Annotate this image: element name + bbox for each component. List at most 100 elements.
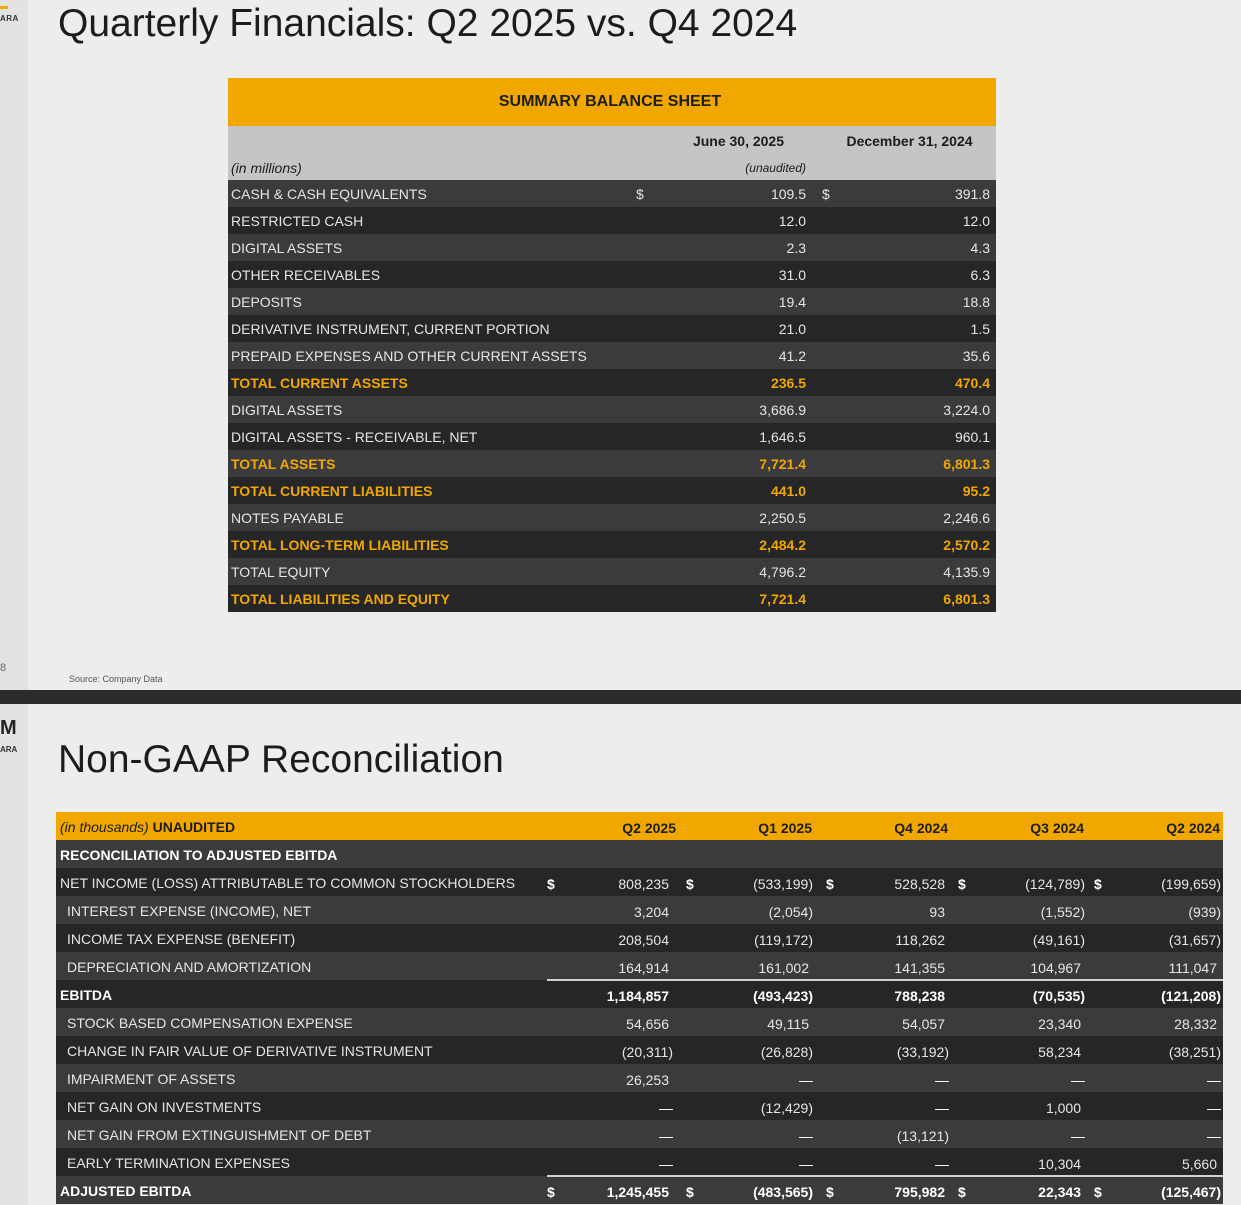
value-cell: — (659, 1100, 673, 1116)
value-cell: — (1207, 1100, 1221, 1116)
company-logo: M ARA (0, 718, 28, 754)
value-cell: — (799, 1156, 813, 1172)
row-label: CASH & CASH EQUIVALENTS (231, 186, 427, 202)
currency-symbol: $ (958, 1184, 966, 1200)
value-cell: 23,340 (1038, 1016, 1081, 1032)
balance-sheet-row: RESTRICTED CASH 12.0 12.0 (228, 207, 996, 234)
value-december-2024: 470.4 (954, 375, 990, 391)
column-header-q4-2024: Q4 2024 (894, 820, 948, 836)
reconciliation-row: EBITDA 1,184,857 (493,423) 788,238 (70,535) (… (56, 980, 1223, 1008)
row-label: PREPAID EXPENSES AND OTHER CURRENT ASSET… (231, 348, 587, 364)
balance-sheet-title: SUMMARY BALANCE SHEET (498, 93, 722, 110)
value-cell: (483,565) (753, 1184, 813, 1200)
value-december-2024: 2,246.6 (943, 510, 990, 526)
value-cell: (119,172) (754, 932, 813, 948)
value-cell: — (799, 1128, 813, 1144)
value-june-2025: 109.5 (770, 186, 806, 202)
value-cell: 528,528 (894, 876, 945, 892)
value-cell: — (1071, 1128, 1085, 1144)
logo-mark: M (0, 717, 17, 739)
units-label: (in millions) (231, 160, 302, 176)
row-label: EBITDA (60, 987, 113, 1003)
row-label: NET GAIN ON INVESTMENTS (67, 1099, 262, 1115)
row-label: NET GAIN FROM EXTINGUISHMENT OF DEBT (67, 1127, 372, 1143)
value-cell: 111,047 (1168, 960, 1217, 976)
value-cell: 788,238 (894, 988, 945, 1004)
balance-sheet-header: SUMMARY BALANCE SHEET (228, 78, 996, 126)
value-cell: 1,245,455 (606, 1184, 669, 1200)
reconciliation-row: STOCK BASED COMPENSATION EXPENSE 54,656 49… (56, 1008, 1223, 1036)
value-cell: (121,208) (1161, 988, 1221, 1004)
slide-quarterly-financials: ARA Quarterly Financials: Q2 2025 vs. Q4… (0, 0, 996, 690)
value-cell: 58,234 (1038, 1044, 1081, 1060)
reconciliation-row: EARLY TERMINATION EXPENSES — — — 10,304 5,660 (56, 1148, 1223, 1176)
value-cell: — (1207, 1128, 1221, 1144)
column-header-q1-2025: Q1 2025 (758, 820, 812, 836)
reconciliation-rows: NET INCOME (LOSS) ATTRIBUTABLE TO COMMON… (56, 868, 1223, 1204)
currency-symbol: $ (686, 1184, 694, 1200)
row-label: DIGITAL ASSETS (231, 402, 343, 418)
row-label: TOTAL LIABILITIES AND EQUITY (231, 591, 450, 607)
subtotal-rule (547, 979, 1223, 981)
page-title: Non-GAAP Reconciliation (58, 738, 504, 781)
units-text: (in thousands) (60, 819, 149, 835)
value-cell: 5,660 (1181, 1156, 1217, 1172)
value-cell: — (659, 1156, 673, 1172)
value-cell: 54,656 (626, 1016, 669, 1032)
value-cell: 54,057 (902, 1016, 945, 1032)
currency-symbol: $ (1094, 1184, 1102, 1200)
balance-sheet-row: DIGITAL ASSETS 3,686.9 3,224.0 (228, 396, 996, 423)
company-logo: ARA (0, 6, 28, 23)
value-cell: (26,828) (760, 1044, 813, 1060)
row-label: INCOME TAX EXPENSE (BENEFIT) (67, 931, 296, 947)
value-cell: (1,552) (1040, 904, 1085, 920)
currency-symbol: $ (636, 186, 644, 202)
value-december-2024: 12.0 (962, 213, 990, 229)
value-december-2024: 3,224.0 (943, 402, 990, 418)
value-cell: (2,054) (768, 904, 813, 920)
currency-symbol: $ (958, 876, 966, 892)
balance-sheet-row: PREPAID EXPENSES AND OTHER CURRENT ASSET… (228, 342, 996, 369)
value-december-2024: 6,801.3 (943, 456, 990, 472)
section-header: RECONCILIATION TO ADJUSTED EBITDA (56, 840, 1223, 868)
value-june-2025: 12.0 (778, 213, 806, 229)
row-label: EARLY TERMINATION EXPENSES (67, 1155, 291, 1171)
balance-sheet-row: DIGITAL ASSETS - RECEIVABLE, NET 1,646.5 9… (228, 423, 996, 450)
value-december-2024: 391.8 (954, 186, 990, 202)
currency-symbol: $ (1094, 876, 1102, 892)
value-cell: — (935, 1072, 949, 1088)
value-december-2024: 4.3 (970, 240, 990, 256)
value-december-2024: 35.6 (962, 348, 990, 364)
subtotal-rule (547, 1175, 1223, 1177)
value-december-2024: 18.8 (962, 294, 990, 310)
value-cell: 93 (929, 904, 945, 920)
value-december-2024: 1.5 (970, 321, 990, 337)
value-cell: (38,251) (1168, 1044, 1221, 1060)
value-cell: (49,161) (1032, 932, 1085, 948)
value-june-2025: 19.4 (778, 294, 806, 310)
value-cell: 1,000 (1045, 1100, 1081, 1116)
row-label: TOTAL ASSETS (231, 456, 336, 472)
balance-sheet-row: DEPOSITS 19.4 18.8 (228, 288, 996, 315)
row-label: CHANGE IN FAIR VALUE OF DERIVATIVE INSTR… (67, 1043, 433, 1059)
row-label: NOTES PAYABLE (231, 510, 344, 526)
row-label: TOTAL LONG-TERM LIABILITIES (231, 537, 449, 553)
value-june-2025: 4,796.2 (759, 564, 806, 580)
reconciliation-table-header: (in thousands) UNAUDITED Q2 2025 Q1 2025… (56, 812, 1223, 840)
value-cell: 795,982 (894, 1184, 945, 1200)
balance-sheet-row: TOTAL EQUITY 4,796.2 4,135.9 (228, 558, 996, 585)
slide-non-gaap-reconciliation: M ARA Non-GAAP Reconciliation (in thousa… (0, 704, 1241, 1205)
column-header-june-2025: June 30, 2025 (692, 133, 784, 149)
row-label: NET INCOME (LOSS) ATTRIBUTABLE TO COMMON… (60, 875, 516, 891)
balance-sheet-row: TOTAL LONG-TERM LIABILITIES 2,484.2 2,570.… (228, 531, 996, 558)
value-cell: (12,429) (760, 1100, 813, 1116)
reconciliation-row: IMPAIRMENT OF ASSETS 26,253 — — — — (56, 1064, 1223, 1092)
balance-sheet-rows: CASH & CASH EQUIVALENTS $ $109.5 391.8 RESTR… (228, 180, 996, 612)
value-cell: (124,789) (1025, 876, 1085, 892)
value-june-2025: 2.3 (786, 240, 806, 256)
logo-text: ARA (0, 745, 18, 754)
row-label: TOTAL CURRENT ASSETS (231, 375, 408, 391)
balance-sheet-row: CASH & CASH EQUIVALENTS $ $109.5 391.8 (228, 180, 996, 207)
balance-sheet-column-headers: June 30, 2025 December 31, 2024 (in mill… (228, 126, 996, 180)
value-cell: (125,467) (1161, 1184, 1221, 1200)
